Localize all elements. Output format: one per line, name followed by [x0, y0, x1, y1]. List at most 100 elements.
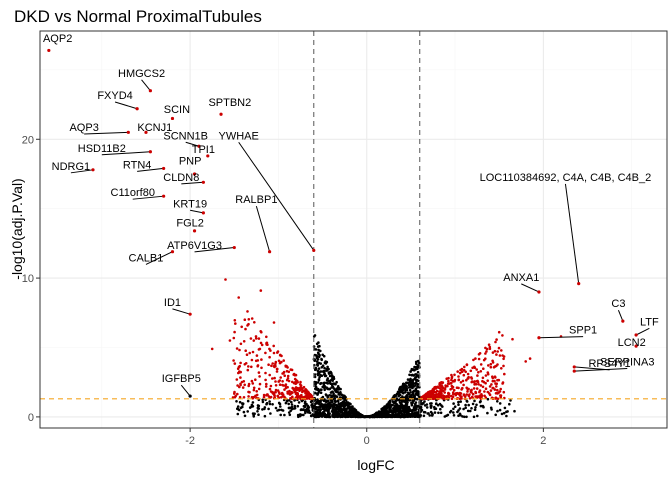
significant-point — [449, 394, 453, 398]
point — [394, 394, 397, 398]
point — [319, 391, 323, 395]
significant-point — [247, 365, 250, 368]
significant-point — [500, 367, 503, 370]
significant-point — [481, 376, 485, 380]
point — [316, 372, 320, 376]
significant-point — [295, 388, 299, 391]
point — [263, 406, 267, 409]
point — [326, 396, 330, 399]
point — [411, 391, 415, 395]
leader-line — [132, 195, 164, 200]
significant-point — [257, 387, 261, 391]
point — [315, 415, 318, 418]
significant-point — [289, 368, 293, 371]
point — [363, 415, 367, 418]
point — [267, 407, 270, 411]
significant-point — [304, 395, 308, 398]
significant-point — [244, 327, 247, 331]
point — [385, 408, 388, 412]
significant-point — [236, 384, 239, 387]
significant-point — [496, 388, 499, 392]
point — [389, 415, 393, 419]
gene-label: LOC110384692, C4A, C4B, C4B_2 — [480, 172, 652, 184]
significant-point — [441, 394, 445, 397]
point — [320, 388, 323, 392]
point — [304, 408, 308, 412]
significant-point — [461, 379, 465, 383]
point — [331, 413, 334, 417]
point — [290, 403, 294, 406]
significant-point — [264, 371, 267, 375]
point — [352, 408, 356, 412]
significant-point — [472, 358, 475, 362]
significant-point — [447, 379, 450, 383]
significant-point — [491, 361, 495, 364]
point — [453, 405, 457, 409]
significant-point — [307, 396, 311, 400]
point — [406, 391, 410, 395]
significant-point — [268, 373, 272, 377]
significant-point — [259, 330, 263, 333]
point — [317, 348, 320, 352]
significant-point — [260, 343, 264, 347]
significant-point — [237, 296, 240, 299]
point — [475, 403, 478, 407]
point — [401, 409, 405, 412]
significant-point — [265, 343, 268, 346]
point — [338, 412, 341, 415]
point — [416, 374, 419, 378]
gene-label: HSD11B2 — [78, 143, 126, 155]
significant-point — [460, 388, 463, 391]
leader-line — [190, 209, 204, 214]
labeled-point — [144, 130, 148, 134]
significant-point — [307, 394, 311, 398]
significant-point — [465, 393, 469, 396]
point — [412, 378, 415, 382]
point — [322, 370, 326, 373]
leader-line — [564, 183, 580, 284]
point — [307, 409, 311, 412]
gene-label: ANXA1 — [503, 272, 539, 284]
point — [457, 414, 460, 418]
gene-label: CALB1 — [129, 252, 164, 264]
gene-label: FGL2 — [176, 218, 204, 230]
point — [279, 413, 283, 417]
labeled-point — [126, 130, 130, 134]
gene-label: C3 — [611, 298, 625, 310]
leader-line — [185, 141, 200, 147]
point — [419, 415, 422, 418]
point — [406, 381, 410, 385]
point — [316, 358, 320, 361]
point — [347, 414, 350, 417]
significant-point — [286, 385, 289, 389]
point — [467, 403, 471, 407]
significant-point — [256, 359, 260, 362]
point — [434, 402, 438, 406]
significant-point — [422, 394, 425, 398]
significant-point — [497, 378, 501, 382]
point — [306, 405, 310, 409]
point — [296, 404, 300, 408]
point — [340, 401, 344, 405]
point — [271, 403, 274, 406]
point — [322, 405, 326, 408]
gene-label: KRT19 — [173, 198, 207, 210]
significant-point — [265, 394, 268, 397]
point — [279, 405, 282, 408]
point — [346, 404, 350, 408]
point — [505, 414, 508, 418]
significant-point — [476, 396, 479, 399]
point — [333, 388, 337, 392]
point — [401, 391, 404, 394]
point — [494, 413, 498, 417]
point — [324, 360, 327, 363]
significant-point — [468, 393, 471, 396]
significant-point — [495, 338, 498, 341]
significant-point — [250, 358, 254, 362]
labeled-point — [634, 344, 638, 348]
point — [406, 415, 409, 418]
leader-line — [238, 141, 315, 251]
significant-point — [465, 363, 469, 367]
significant-point — [240, 380, 244, 384]
